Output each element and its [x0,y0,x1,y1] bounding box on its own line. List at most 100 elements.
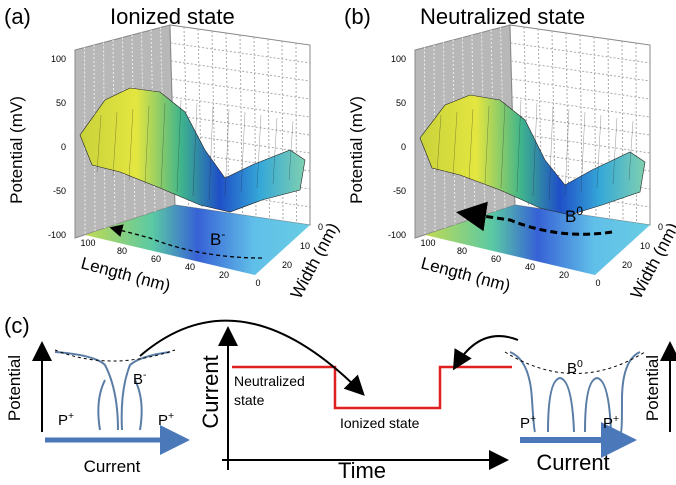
width-tick-label: 0 [318,222,323,232]
superscript: 0 [577,358,583,370]
surface-mesh [596,114,602,189]
surface [419,94,646,216]
panel-label: (b) [344,4,371,29]
superscript: - [221,227,225,241]
surface-mesh [112,111,118,177]
z-tick-label: 50 [56,98,66,108]
surface-mesh [580,111,586,193]
text-base: P [520,415,530,432]
length-tick-label: 80 [457,246,467,256]
y-label: Potential [5,355,24,421]
text-base: B [567,360,577,377]
text-base: P [58,412,68,429]
wall-grid [170,60,311,82]
superscript: 0 [576,204,583,218]
length-tick-label: 60 [491,254,501,264]
length-tick-label: 80 [117,246,127,256]
surface-mesh [516,99,522,193]
wall-grid [170,42,311,64]
annotation: B- [133,369,147,388]
dashed-arrow [456,201,613,236]
wall-grid [471,34,476,219]
wall-grid [510,42,651,64]
wall-grid [131,34,136,219]
surface-mesh [484,105,490,185]
length-tick-label: 20 [219,270,229,280]
surface-mesh [612,117,618,185]
surface-mesh [288,120,294,181]
surface-mesh [176,99,182,193]
length-tick-label: 60 [151,254,161,264]
surface-mesh [548,105,554,201]
annotation: state [234,392,265,408]
length-tick-label: 0 [595,278,600,288]
wall-grid [511,78,651,100]
panel-label: (a) [4,4,31,29]
surface-mesh [208,105,214,201]
superscript: + [530,413,536,425]
panel-title: Ionized state [110,4,235,29]
y-label: Current [198,355,223,428]
surface-mesh [468,108,474,181]
panel-title: Neutralized state [420,4,585,29]
x-label: Time [338,458,386,483]
panel-label: (c) [4,313,30,338]
length-tick-label: 40 [185,262,195,272]
z-tick-label: 100 [51,54,66,64]
wall-grid [512,132,651,154]
surface-mesh [192,102,198,197]
length-tick-label: 100 [420,238,435,248]
text-base: B [133,371,143,388]
width-tick-label: 0 [658,222,663,232]
surface-mesh [224,108,230,197]
surface [79,87,306,213]
z-tick-label: -100 [48,230,66,240]
length-tick-label: 100 [80,238,95,248]
z-axis-label: Potential (mV) [347,96,366,204]
annotation: B0 [567,358,583,377]
superscript: + [613,413,619,425]
width-tick-label: 10 [300,241,310,251]
wall-grid [512,114,651,136]
text-base: B [210,230,221,249]
length-tick-label: 20 [559,270,569,280]
superscript: - [143,369,147,381]
z-axis-label: Potential (mV) [7,96,26,204]
wall-grid [510,60,651,82]
annotation: Neutralized [234,373,305,389]
surface-mesh [628,120,634,181]
length-tick-label: 40 [525,262,535,272]
wall-grid [481,32,486,215]
x-label: Current [536,450,609,475]
wall-grid [173,150,311,172]
wall-grid [171,78,311,100]
surface-mesh [144,105,150,185]
wall-grid [172,114,311,136]
wall-grid [513,150,651,172]
annotation: P+ [58,410,74,429]
surface-mesh [532,102,538,197]
x-label: Current [84,457,141,476]
annotation: P+ [603,413,619,432]
surface-mesh [160,102,166,189]
surface-mesh [240,111,246,193]
superscript: + [68,410,74,422]
z-tick-label: 50 [396,98,406,108]
z-tick-label: -50 [53,186,66,196]
surface-mesh [452,111,458,177]
y-label: Potential [643,355,662,421]
surface-mesh [436,114,442,173]
z-tick-label: 0 [61,142,66,152]
superscript: + [168,410,174,422]
surface-mesh [272,117,278,185]
surface-mesh [500,102,506,189]
annotation: P+ [520,413,536,432]
z-tick-label: -100 [388,230,406,240]
annotation: Ionized state [340,415,420,431]
width-tick-label: 10 [640,241,650,251]
surface-mesh [96,114,102,173]
text-base: P [603,415,613,432]
